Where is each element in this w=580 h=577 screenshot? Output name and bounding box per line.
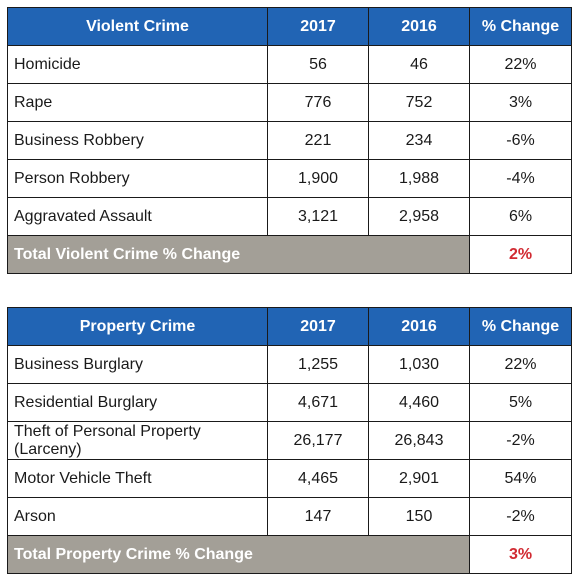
value-2016: 1,988 (368, 159, 470, 198)
value-2017: 26,177 (267, 421, 369, 460)
header-2016: 2016 (368, 307, 470, 346)
row-label: Business Burglary (7, 345, 268, 384)
table-row: Homicide 56 46 22% (7, 45, 572, 84)
violent-crime-table: Violent Crime 2017 2016 % Change Homicid… (7, 7, 572, 274)
value-2016: 234 (368, 121, 470, 160)
value-2016: 46 (368, 45, 470, 84)
value-2016: 26,843 (368, 421, 470, 460)
value-pct-change: -2% (469, 497, 572, 536)
row-label: Arson (7, 497, 268, 536)
header-category: Property Crime (7, 307, 268, 346)
violent-header-row: Violent Crime 2017 2016 % Change (7, 7, 572, 46)
total-label: Total Violent Crime % Change (7, 235, 470, 274)
table-row: Business Burglary 1,255 1,030 22% (7, 345, 572, 384)
value-pct-change: 54% (469, 459, 572, 498)
total-row: Total Violent Crime % Change 2% (7, 235, 572, 274)
value-2017: 3,121 (267, 197, 369, 236)
header-2017: 2017 (267, 7, 369, 46)
table-row: Residential Burglary 4,671 4,460 5% (7, 383, 572, 422)
table-row: Motor Vehicle Theft 4,465 2,901 54% (7, 459, 572, 498)
property-crime-table: Property Crime 2017 2016 % Change Busine… (7, 307, 572, 574)
value-pct-change: 3% (469, 83, 572, 122)
property-header-row: Property Crime 2017 2016 % Change (7, 307, 572, 346)
value-2016: 2,958 (368, 197, 470, 236)
table-row: Arson 147 150 -2% (7, 497, 572, 536)
row-label: Rape (7, 83, 268, 122)
value-pct-change: 6% (469, 197, 572, 236)
table-row: Theft of Personal Property (Larceny) 26,… (7, 421, 572, 460)
header-2017: 2017 (267, 307, 369, 346)
table-row: Business Robbery 221 234 -6% (7, 121, 572, 160)
value-pct-change: -4% (469, 159, 572, 198)
value-pct-change: -2% (469, 421, 572, 460)
value-2017: 4,465 (267, 459, 369, 498)
value-pct-change: 22% (469, 345, 572, 384)
value-2016: 752 (368, 83, 470, 122)
row-label: Business Robbery (7, 121, 268, 160)
table-row: Person Robbery 1,900 1,988 -4% (7, 159, 572, 198)
header-pct-change: % Change (469, 7, 572, 46)
row-label: Person Robbery (7, 159, 268, 198)
row-label: Homicide (7, 45, 268, 84)
value-2017: 1,255 (267, 345, 369, 384)
value-2017: 4,671 (267, 383, 369, 422)
value-pct-change: 5% (469, 383, 572, 422)
value-2016: 4,460 (368, 383, 470, 422)
table-row: Rape 776 752 3% (7, 83, 572, 122)
header-category: Violent Crime (7, 7, 268, 46)
value-pct-change: 22% (469, 45, 572, 84)
row-label: Motor Vehicle Theft (7, 459, 268, 498)
value-2016: 1,030 (368, 345, 470, 384)
value-2016: 2,901 (368, 459, 470, 498)
total-pct-change: 3% (469, 535, 572, 574)
header-2016: 2016 (368, 7, 470, 46)
header-pct-change: % Change (469, 307, 572, 346)
total-pct-change: 2% (469, 235, 572, 274)
value-2017: 147 (267, 497, 369, 536)
row-label: Aggravated Assault (7, 197, 268, 236)
value-pct-change: -6% (469, 121, 572, 160)
value-2016: 150 (368, 497, 470, 536)
total-row: Total Property Crime % Change 3% (7, 535, 572, 574)
table-row: Aggravated Assault 3,121 2,958 6% (7, 197, 572, 236)
value-2017: 56 (267, 45, 369, 84)
value-2017: 1,900 (267, 159, 369, 198)
row-label: Theft of Personal Property (Larceny) (7, 421, 268, 460)
value-2017: 221 (267, 121, 369, 160)
value-2017: 776 (267, 83, 369, 122)
row-label: Residential Burglary (7, 383, 268, 422)
total-label: Total Property Crime % Change (7, 535, 470, 574)
